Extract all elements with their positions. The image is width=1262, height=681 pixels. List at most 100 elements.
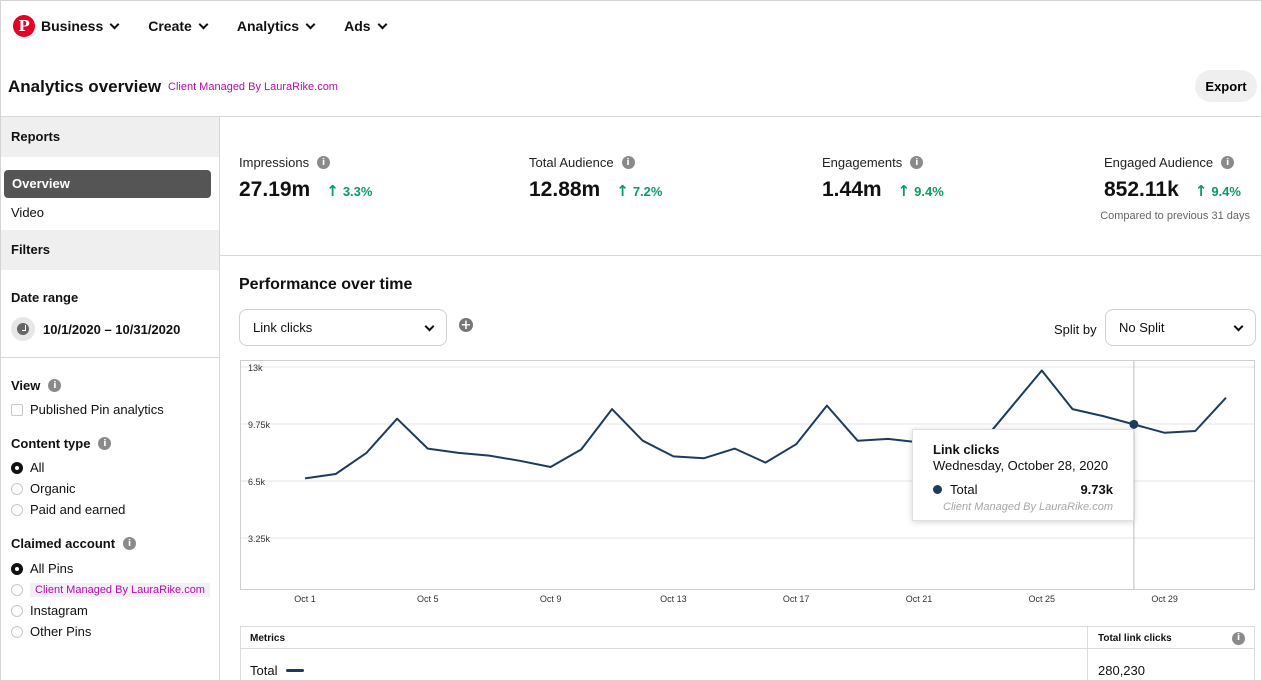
metric-engagements: Engagements i 1.44m ↑ 9.4% bbox=[822, 155, 944, 202]
hover-point bbox=[1129, 419, 1139, 429]
page-title: Analytics overview bbox=[8, 77, 162, 96]
metric-impressions: Impressions i 27.19m ↑ 3.3% bbox=[239, 155, 372, 202]
published-pin-checkbox[interactable]: Published Pin analytics bbox=[1, 399, 219, 420]
clock-icon bbox=[11, 317, 35, 341]
x-tick-label: Oct 21 bbox=[905, 594, 933, 604]
claimed-all-pins[interactable]: All Pins bbox=[1, 558, 219, 579]
chevron-down-icon bbox=[424, 321, 435, 332]
metric-change: ↑ 9.4% bbox=[1195, 182, 1241, 200]
x-tick-label: Oct 9 bbox=[539, 594, 562, 604]
sidebar-item-overview[interactable]: Overview bbox=[4, 170, 211, 198]
metric-select[interactable]: Link clicks bbox=[239, 309, 447, 346]
metrics-divider bbox=[220, 255, 1261, 256]
metric-label-text: Engagements bbox=[822, 155, 903, 170]
sidebar-divider bbox=[1, 357, 219, 358]
claimed-all-pins-label: All Pins bbox=[30, 561, 74, 576]
claimed-instagram[interactable]: Instagram bbox=[1, 600, 219, 621]
metric-change: ↑ 7.2% bbox=[616, 182, 662, 200]
reports-heading: Reports bbox=[1, 117, 219, 157]
radio-selected-icon[interactable] bbox=[11, 461, 23, 474]
info-icon[interactable]: i bbox=[621, 156, 635, 169]
content-type-paid[interactable]: Paid and earned bbox=[1, 499, 219, 520]
split-select[interactable]: No Split bbox=[1105, 309, 1256, 346]
info-icon[interactable]: i bbox=[48, 379, 62, 392]
x-tick-label: Oct 25 bbox=[1028, 594, 1056, 604]
metric-label: Impressions i bbox=[239, 155, 372, 170]
x-tick-label: Oct 13 bbox=[660, 594, 687, 604]
metric-change: ↑ 3.3% bbox=[326, 182, 372, 200]
metric-select-value: Link clicks bbox=[253, 320, 313, 335]
main-content: Impressions i 27.19m ↑ 3.3% Total Audience i… bbox=[220, 117, 1261, 680]
date-range-label-text: Date range bbox=[11, 290, 79, 305]
metric-value: 852.11k bbox=[1104, 178, 1179, 201]
series-line-total bbox=[304, 369, 1227, 480]
metrics-table: Metrics Total link clicks i Total 280,230 bbox=[240, 626, 1255, 680]
radio-icon[interactable] bbox=[11, 583, 23, 596]
checkbox-icon[interactable] bbox=[11, 403, 23, 416]
x-tick-label: Oct 17 bbox=[782, 594, 810, 604]
date-range-label: Date range bbox=[1, 290, 219, 305]
x-tick-label: Oct 29 bbox=[1151, 594, 1178, 604]
claimed-account-label-text: Claimed account bbox=[11, 536, 116, 551]
metric-change-text: 7.2% bbox=[632, 183, 663, 199]
nav-create[interactable]: Create bbox=[148, 18, 209, 34]
date-range-picker[interactable]: 10/1/2020 – 10/31/2020 bbox=[1, 317, 219, 341]
arrow-up-icon: ↑ bbox=[1194, 182, 1208, 200]
metric-total-audience: Total Audience i 12.88m ↑ 7.2% bbox=[529, 155, 662, 202]
metric-engaged-audience: Engaged Audience i 852.11k ↑ 9.4% bbox=[1104, 155, 1241, 202]
nav-business[interactable]: Business bbox=[41, 18, 120, 34]
claimed-other-pins[interactable]: Other Pins bbox=[1, 621, 219, 642]
metric-value: 1.44m bbox=[822, 178, 882, 201]
chevron-down-icon bbox=[377, 19, 387, 29]
sidebar: Reports Overview Video Filters Date rang… bbox=[1, 117, 220, 680]
compare-note: Compared to previous 31 days bbox=[1100, 210, 1250, 222]
client-tag: Client Managed By LauraRike.com bbox=[168, 81, 338, 93]
claimed-client[interactable]: Client Managed By LauraRike.com bbox=[1, 579, 219, 600]
metric-label: Engaged Audience i bbox=[1104, 155, 1241, 170]
info-icon[interactable]: i bbox=[123, 537, 137, 550]
info-icon[interactable]: i bbox=[910, 156, 924, 169]
filters-heading: Filters bbox=[1, 230, 219, 270]
col-metrics: Metrics bbox=[250, 633, 286, 644]
split-select-value: No Split bbox=[1119, 320, 1165, 335]
radio-selected-icon[interactable] bbox=[11, 562, 23, 575]
tooltip-date: Wednesday, October 28, 2020 bbox=[933, 458, 1109, 473]
nav-analytics[interactable]: Analytics bbox=[237, 18, 316, 34]
claimed-instagram-label: Instagram bbox=[30, 603, 88, 618]
content-type-all[interactable]: All bbox=[1, 457, 219, 478]
info-icon[interactable]: i bbox=[1221, 156, 1235, 169]
claimed-client-label: Client Managed By LauraRike.com bbox=[30, 582, 210, 597]
view-label: View i bbox=[1, 378, 219, 393]
arrow-up-icon: ↑ bbox=[897, 182, 911, 200]
tooltip-row: Total 9.73k bbox=[933, 482, 1113, 497]
info-icon[interactable]: i bbox=[98, 437, 112, 450]
y-tick-label: 13k bbox=[248, 363, 263, 373]
export-button[interactable]: Export bbox=[1195, 70, 1257, 102]
metric-value: 27.19m bbox=[239, 178, 311, 201]
radio-icon[interactable] bbox=[11, 604, 23, 617]
sidebar-item-video[interactable]: Video bbox=[11, 205, 45, 220]
x-tick-label: Oct 1 bbox=[294, 594, 316, 604]
content-type-paid-label: Paid and earned bbox=[30, 502, 126, 517]
content-type-all-label: All bbox=[30, 460, 45, 475]
col-total-link-clicks[interactable]: Total link clicks i bbox=[1087, 627, 1255, 649]
info-icon[interactable]: i bbox=[317, 156, 331, 169]
chevron-down-icon bbox=[198, 19, 209, 29]
metric-label-text: Total Audience bbox=[529, 155, 614, 170]
row-name-text: Total bbox=[250, 663, 278, 678]
pinterest-logo-icon[interactable]: P bbox=[13, 15, 35, 37]
radio-icon[interactable] bbox=[11, 503, 23, 516]
page-header: Analytics overview Client Managed By Lau… bbox=[1, 59, 1261, 117]
info-icon[interactable]: i bbox=[1232, 631, 1245, 645]
radio-icon[interactable] bbox=[11, 625, 23, 638]
nav-ads[interactable]: Ads bbox=[344, 18, 387, 34]
add-metric-icon[interactable]: + bbox=[459, 317, 473, 333]
radio-icon[interactable] bbox=[11, 482, 23, 495]
claimed-account-label: Claimed account i bbox=[1, 536, 219, 551]
metric-label-text: Impressions bbox=[239, 155, 310, 170]
arrow-up-icon: ↑ bbox=[616, 182, 629, 200]
claimed-other-pins-label: Other Pins bbox=[30, 624, 92, 639]
content-type-organic[interactable]: Organic bbox=[1, 478, 219, 499]
published-pin-label: Published Pin analytics bbox=[30, 402, 164, 417]
performance-chart[interactable]: 13k 9.75k 6.5k 3.25k Oct 1 Oct 5 Oct 9 Oct 13 O… bbox=[240, 360, 1255, 604]
